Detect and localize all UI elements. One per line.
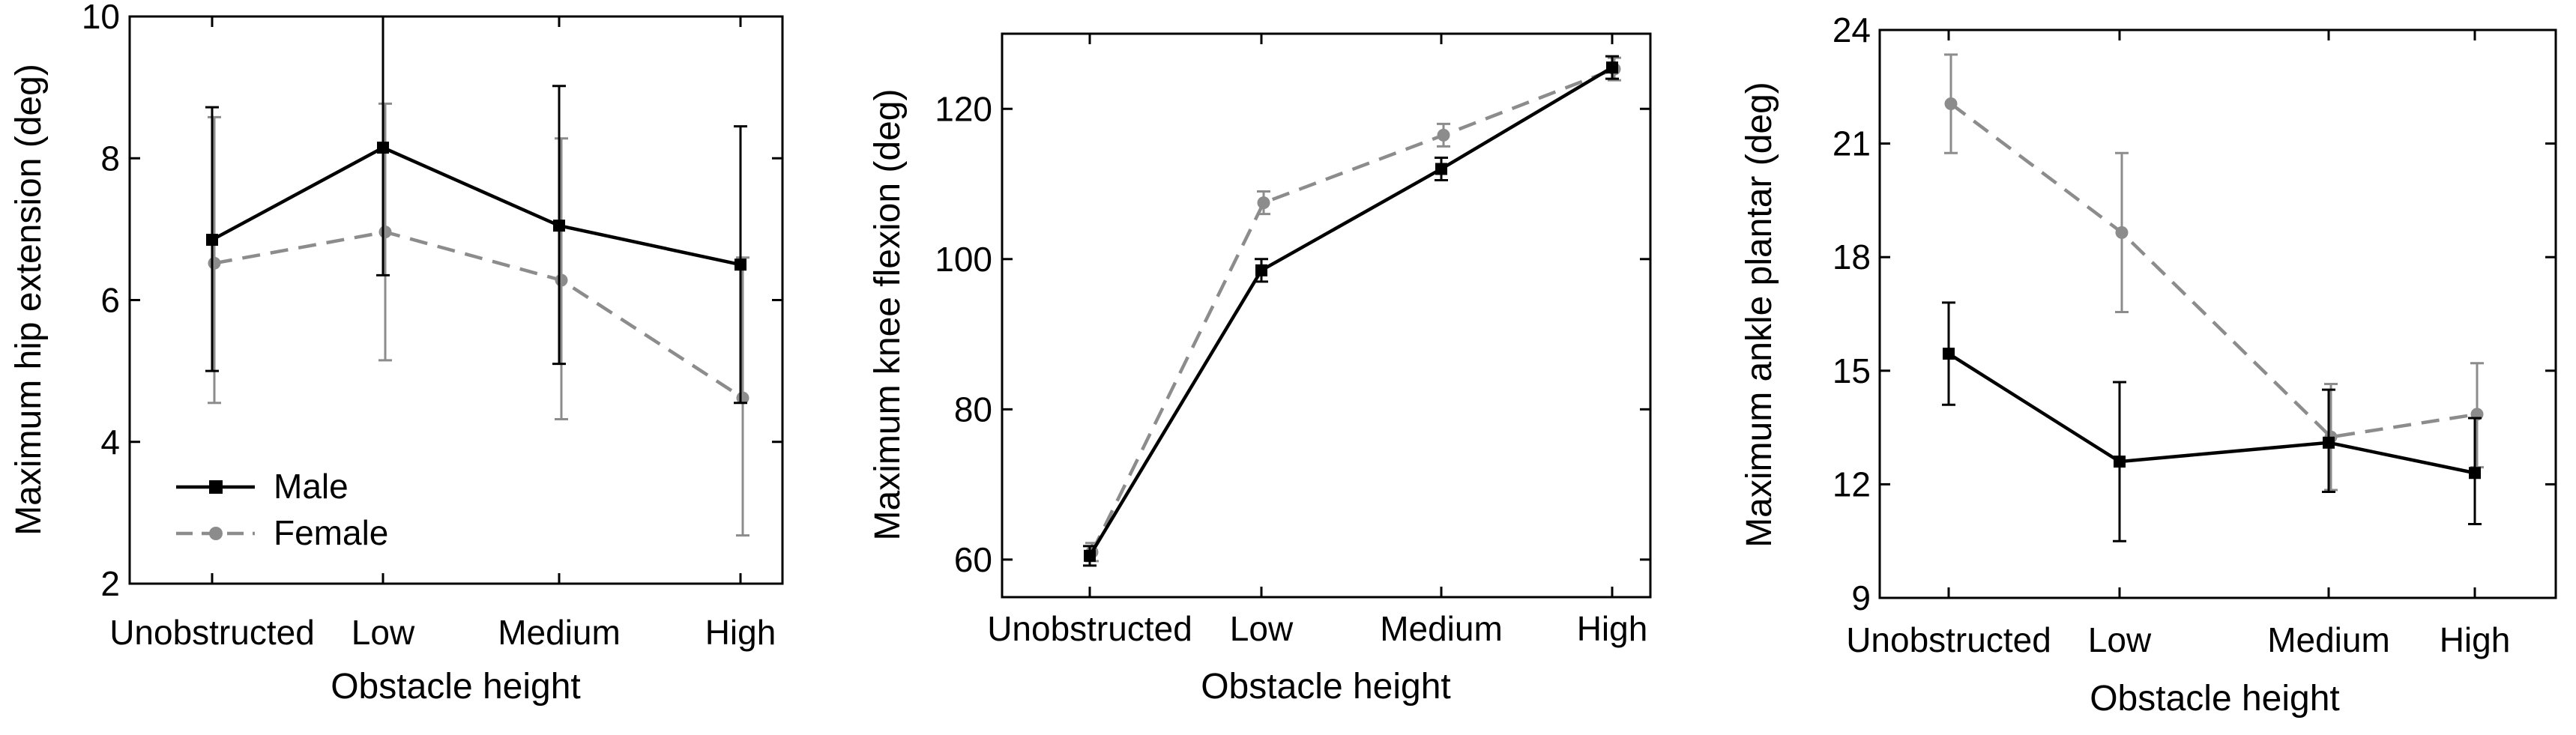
series-line-male: [211, 145, 741, 267]
x-tick-label: Medium: [2267, 620, 2390, 659]
data-point-male: [377, 142, 389, 154]
y-axis-title: Maximum hip extension (deg): [9, 64, 49, 536]
x-tick-label: High: [2440, 620, 2511, 659]
data-point-female: [1437, 128, 1450, 142]
data-point-male: [553, 220, 565, 232]
data-point-male: [2469, 467, 2481, 480]
y-tick-label: 12: [1833, 465, 1871, 503]
x-tick-label: Medium: [1380, 609, 1503, 648]
x-axis-title: Obstacle height: [2090, 679, 2340, 719]
y-tick-label: 80: [954, 390, 992, 429]
plot-frame: [128, 15, 784, 585]
data-point-male: [1435, 163, 1447, 175]
x-axis-title: Obstacle height: [331, 667, 581, 707]
y-tick-label: 9: [1851, 578, 1871, 617]
data-point-female: [2115, 226, 2129, 239]
y-tick-label: 15: [1833, 351, 1871, 390]
x-tick-label: Medium: [498, 613, 621, 652]
x-tick-label: Low: [352, 613, 415, 652]
y-tick-label: 18: [1833, 238, 1871, 276]
data-point-female: [555, 273, 568, 287]
legend-female-marker: [209, 527, 223, 540]
series-line-female: [1949, 102, 2478, 439]
y-tick-label: 60: [954, 540, 992, 579]
plot-frame: [1001, 32, 1652, 599]
x-tick-label: High: [705, 613, 776, 652]
data-point-male: [1084, 549, 1096, 562]
x-tick-label: Unobstructed: [987, 609, 1192, 648]
y-tick-label: 24: [1833, 10, 1871, 49]
y-tick-label: 21: [1833, 124, 1871, 163]
data-point-male: [1943, 348, 1955, 360]
x-tick-label: Unobstructed: [1846, 620, 2051, 659]
x-tick-label: High: [1577, 609, 1648, 648]
data-point-male: [1255, 264, 1267, 276]
series-female: [1944, 53, 2484, 491]
chart-panel-hip-extension: Maximum hip extension (deg) Obstacle hei…: [9, 0, 784, 707]
chart-panel-knee-flexion: Maximum knee flexion (deg) Obstacle heig…: [868, 32, 1652, 707]
data-point-male: [206, 234, 218, 246]
legend-male-label: Male: [274, 467, 349, 506]
series-male: [1942, 301, 2482, 542]
y-tick-label: 100: [935, 240, 992, 279]
y-tick-label: 6: [100, 281, 120, 320]
y-tick-label: 4: [100, 423, 120, 462]
data-point-male: [1606, 61, 1618, 74]
x-tick-label: Low: [1230, 609, 1294, 648]
x-tick-label: Low: [2088, 620, 2152, 659]
y-tick-label: 120: [935, 89, 992, 128]
series-marks: [205, 15, 749, 537]
series-line-male: [1947, 352, 2476, 475]
data-point-male: [2323, 436, 2335, 449]
y-tick-label: 8: [100, 139, 120, 178]
series-male: [205, 15, 747, 405]
x-axis-title: Obstacle height: [1201, 667, 1451, 707]
data-point-female: [208, 256, 221, 270]
data-point-female: [1944, 97, 1958, 111]
data-point-male: [735, 258, 746, 271]
axis-ticks: 60 80 100 120 Unobstructed Low Medium High: [935, 34, 1650, 648]
data-point-male: [2114, 456, 2126, 468]
axis-ticks: 2 4 6 8 10 Unobstructed Low Medium High: [82, 0, 782, 652]
y-tick-label: 2: [100, 564, 120, 603]
series-line-female: [214, 230, 744, 399]
axis-ticks: 9 12 15 18 21 24 Unobstructed Low Medium High: [1833, 10, 2556, 659]
data-point-female: [1257, 196, 1270, 210]
series-marks: [1083, 55, 1621, 567]
series-line-male: [1088, 66, 1614, 557]
series-female: [1085, 56, 1621, 563]
y-axis-title: Maximum knee flexion (deg): [868, 89, 908, 541]
series-line-female: [1090, 67, 1615, 553]
series-male: [1083, 55, 1619, 567]
y-axis-title: Maximum ankle plantar (deg): [1740, 82, 1779, 548]
chart-panel-ankle-plantar: Maximum ankle plantar (deg) Obstacle hei…: [1740, 10, 2557, 719]
legend: Male Female: [176, 467, 388, 552]
legend-male-marker: [209, 480, 223, 494]
y-tick-label: 10: [82, 0, 120, 36]
x-tick-label: Unobstructed: [109, 613, 315, 652]
plot-frame: [1878, 28, 2557, 599]
series-marks: [1942, 53, 2484, 542]
data-point-female: [378, 226, 392, 239]
legend-female-label: Female: [274, 513, 388, 552]
